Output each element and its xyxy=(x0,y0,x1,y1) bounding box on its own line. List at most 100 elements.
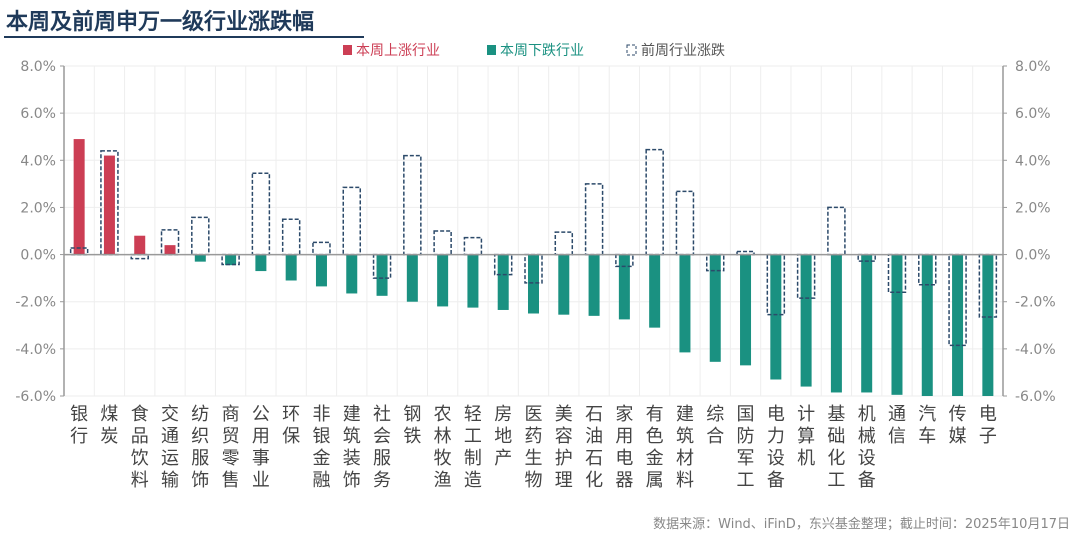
x-tick-label: 产 xyxy=(494,448,512,469)
x-tick-label: 工 xyxy=(464,426,482,447)
x-tick-label: 售 xyxy=(222,470,240,491)
x-tick-label: 建 xyxy=(676,404,694,425)
title-underline xyxy=(4,36,364,38)
x-tick-label: 制 xyxy=(464,448,482,469)
x-tick-label: 运 xyxy=(161,448,179,469)
y-tick-right: 6.0% xyxy=(1015,106,1051,122)
x-tick-label: 合 xyxy=(706,426,724,447)
y-tick-right: 2.0% xyxy=(1015,200,1051,216)
x-tick-label: 设 xyxy=(858,448,876,469)
x-tick-label: 料 xyxy=(676,470,694,491)
y-tick-left: 6.0% xyxy=(20,106,56,122)
x-tick-label: 工 xyxy=(737,470,755,491)
legend-label-prev: 前周行业涨跌 xyxy=(641,42,725,59)
x-tick-label: 贸 xyxy=(222,426,240,447)
x-tick-label: 服 xyxy=(191,448,209,469)
x-tick-label: 媒 xyxy=(949,426,967,447)
x-tick-label: 房 xyxy=(494,404,512,425)
x-tick-label: 材 xyxy=(676,448,694,469)
x-tick-label: 通 xyxy=(161,426,179,447)
x-tick-label: 算 xyxy=(797,426,815,447)
bar-current-week xyxy=(406,254,418,302)
bar-current-week xyxy=(679,254,691,353)
bar-current-week xyxy=(618,254,630,320)
x-tick-label: 金 xyxy=(646,448,664,469)
legend-swatch-prev xyxy=(626,44,637,56)
bar-current-week xyxy=(891,254,903,395)
bar-current-week xyxy=(194,254,206,262)
x-tick-label: 电 xyxy=(979,404,997,425)
legend-label-down: 本周下跌行业 xyxy=(500,43,584,59)
x-tick-label: 饮 xyxy=(131,448,149,469)
x-tick-label: 金 xyxy=(312,448,330,469)
x-tick-label: 电 xyxy=(767,404,785,425)
bar-current-week xyxy=(103,155,115,255)
x-tick-label: 林 xyxy=(434,426,452,447)
x-tick-label: 属 xyxy=(646,470,664,491)
x-tick-label: 煤 xyxy=(100,404,118,425)
x-tick-label: 美 xyxy=(555,404,573,425)
y-tick-left: -6.0% xyxy=(15,389,56,405)
x-tick-label: 业 xyxy=(252,470,270,491)
bar-previous-week xyxy=(827,206,846,256)
legend-swatch-up xyxy=(343,45,352,55)
x-tick-label: 炭 xyxy=(100,426,118,447)
x-tick-label: 有 xyxy=(646,404,664,425)
bar-current-week xyxy=(134,235,146,255)
bar-current-week xyxy=(800,254,812,387)
y-tick-right: -6.0% xyxy=(1015,389,1056,405)
chart-title: 本周及前周申万一级行业涨跌幅 xyxy=(6,10,315,35)
x-tick-label: 基 xyxy=(827,404,845,425)
bar-previous-week xyxy=(645,148,664,256)
bar-current-week xyxy=(952,254,964,396)
x-tick-label: 油 xyxy=(585,426,603,447)
x-tick-label: 银 xyxy=(312,426,330,447)
x-tick-label: 军 xyxy=(737,448,755,469)
x-tick-label: 备 xyxy=(767,470,785,491)
y-tick-right: 8.0% xyxy=(1015,59,1051,75)
bar-current-week xyxy=(376,254,388,296)
bar-previous-week xyxy=(736,250,755,256)
y-tick-left: 0.0% xyxy=(20,248,56,264)
y-tick-left: 4.0% xyxy=(20,153,56,169)
x-tick-label: 车 xyxy=(918,426,936,447)
bar-current-week xyxy=(346,254,358,294)
x-tick-label: 设 xyxy=(767,448,785,469)
legend-label-up: 本周上涨行业 xyxy=(356,43,440,59)
x-tick-label: 筑 xyxy=(343,426,361,447)
x-tick-label: 信 xyxy=(888,426,906,447)
bar-current-week xyxy=(73,139,85,255)
y-tick-right: 4.0% xyxy=(1015,153,1051,169)
x-tick-label: 食 xyxy=(131,404,149,425)
x-tick-label: 子 xyxy=(979,426,997,447)
bar-previous-week xyxy=(342,186,362,256)
x-tick-label: 化 xyxy=(585,470,603,491)
y-tick-left: 2.0% xyxy=(20,200,56,216)
bar-current-week xyxy=(649,254,661,328)
x-tick-label: 装 xyxy=(343,448,361,469)
x-tick-label: 农 xyxy=(434,404,452,425)
bar-previous-week xyxy=(554,231,574,256)
x-tick-label: 通 xyxy=(888,404,906,425)
y-tick-left: -4.0% xyxy=(15,342,56,358)
x-tick-label: 生 xyxy=(525,448,543,469)
bar-previous-week xyxy=(433,230,452,256)
x-tick-label: 用 xyxy=(615,426,633,447)
bar-current-week xyxy=(558,254,570,315)
x-tick-label: 工 xyxy=(827,470,845,491)
x-tick-label: 事 xyxy=(252,448,270,469)
x-tick-label: 饰 xyxy=(191,470,209,491)
bar-current-week xyxy=(861,254,873,393)
x-tick-label: 械 xyxy=(858,426,876,447)
x-tick-label: 会 xyxy=(373,426,391,447)
x-tick-label: 造 xyxy=(464,470,482,491)
x-tick-label: 机 xyxy=(858,404,876,425)
x-tick-label: 计 xyxy=(797,404,815,425)
x-tick-label: 品 xyxy=(131,426,149,447)
x-tick-label: 环 xyxy=(282,404,300,425)
x-tick-label: 备 xyxy=(858,470,876,491)
x-tick-label: 零 xyxy=(222,448,240,469)
x-tick-label: 非 xyxy=(312,404,330,425)
